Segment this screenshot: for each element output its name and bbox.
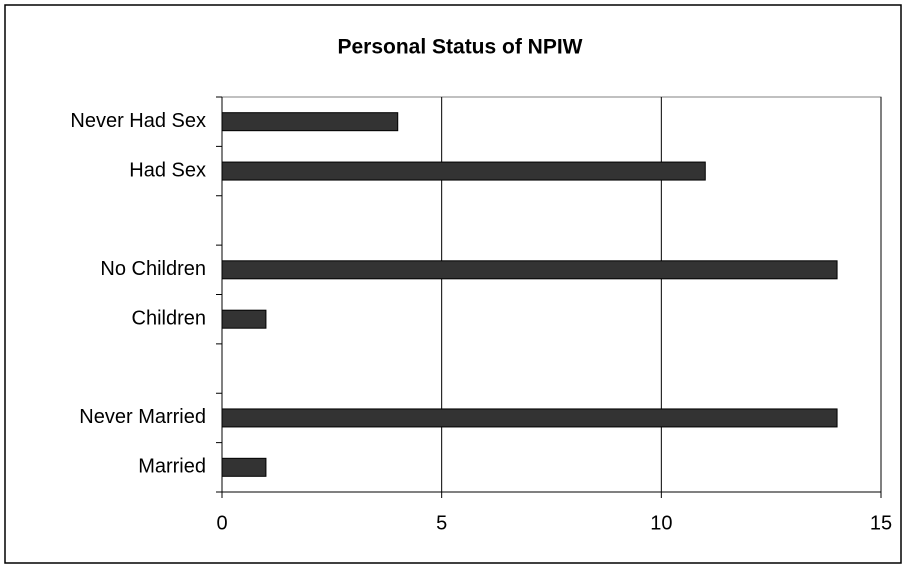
y-tick-label: No Children: [100, 258, 206, 280]
x-tick-label: 10: [650, 512, 672, 534]
x-tick-label: 0: [216, 512, 227, 534]
y-tick-label: Had Sex: [129, 159, 206, 181]
bar: [221, 112, 399, 132]
bar: [221, 457, 267, 477]
bar: [221, 309, 267, 329]
bar: [221, 408, 838, 428]
bar: [221, 161, 706, 181]
y-tick-label: Never Married: [79, 406, 206, 428]
y-tick-label: Children: [132, 307, 206, 329]
chart-title: Personal Status of NPIW: [337, 36, 582, 59]
y-tick-label: Never Had Sex: [70, 110, 206, 132]
x-tick-label: 5: [436, 512, 447, 534]
bar: [221, 260, 838, 280]
chart-frame: [4, 4, 902, 564]
x-tick-label: 15: [870, 512, 892, 534]
y-tick-label: Married: [138, 456, 206, 478]
